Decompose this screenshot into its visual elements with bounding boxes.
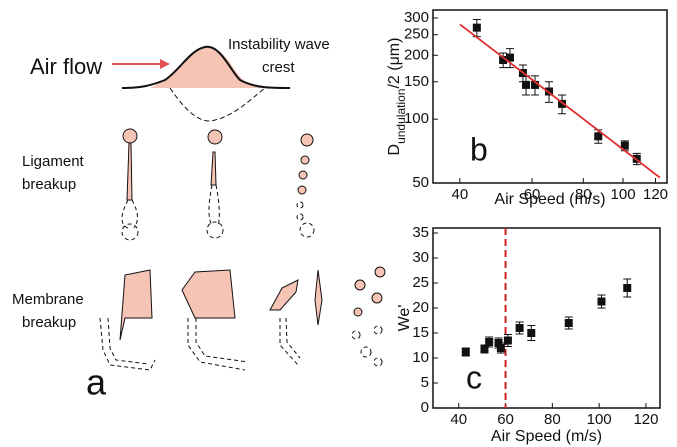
- y-tick-label: 25: [412, 274, 429, 291]
- wave: [121, 45, 291, 89]
- y-axis-label-part: We': [396, 305, 413, 332]
- x-tick-label: 60: [497, 411, 514, 428]
- data-point: [496, 344, 505, 352]
- x-tick-label: 40: [452, 186, 469, 203]
- x-axis-label: Air Speed (m/s): [494, 191, 605, 208]
- x-tick-label: 120: [633, 411, 658, 428]
- diagram-a: Air flow Instability wave crest Ligament…: [12, 36, 386, 403]
- ligament-label: Ligament: [22, 153, 85, 170]
- data-point: [515, 324, 524, 332]
- panel-label: a: [86, 362, 107, 403]
- data-point: [522, 80, 531, 89]
- fit-line: [459, 23, 661, 179]
- y-axis-label-part: /2 (μm): [386, 38, 403, 89]
- data-point: [597, 297, 606, 306]
- data-point: [545, 87, 554, 96]
- data-point: [503, 336, 512, 345]
- arrow-head: [160, 59, 170, 69]
- plot-frame: [432, 9, 668, 184]
- air-flow-label: Air flow: [30, 54, 102, 79]
- y-tick-label: 150: [404, 73, 429, 90]
- membrane-label: breakup: [22, 314, 76, 331]
- y-tick-label: 35: [412, 224, 429, 241]
- plot-frame: [432, 227, 661, 409]
- y-tick-label: 20: [412, 299, 429, 316]
- x-tick-label: 100: [611, 186, 636, 203]
- y-tick-label: 200: [404, 46, 429, 63]
- crest-label: Instability wave: [228, 36, 330, 53]
- data-point: [620, 141, 629, 150]
- data-point: [461, 348, 470, 356]
- data-point: [480, 345, 489, 353]
- x-tick-label: 60: [524, 186, 541, 203]
- data-point: [531, 80, 540, 89]
- data-point: [564, 319, 573, 327]
- y-axis-label: We': [396, 305, 413, 332]
- y-tick-label: 50: [412, 174, 429, 191]
- panel-label: b: [470, 131, 488, 167]
- membrane-label: Membrane: [12, 291, 84, 308]
- y-axis-label-part: undulation: [394, 89, 408, 144]
- y-tick-label: 300: [404, 9, 429, 26]
- data-point: [558, 99, 567, 108]
- y-axis-label: Dundulation/2 (μm): [386, 38, 408, 156]
- y-tick-label: 15: [412, 324, 429, 341]
- data-point: [594, 132, 603, 141]
- y-tick-label: 0: [421, 399, 429, 416]
- data-point: [623, 284, 632, 292]
- crest-label: crest: [262, 59, 295, 76]
- ligament-shapes: [119, 128, 386, 341]
- x-tick-label: 120: [643, 186, 668, 203]
- y-axis-label-part: D: [386, 144, 403, 156]
- x-tick-label: 40: [450, 411, 467, 428]
- x-tick-label: 100: [587, 411, 612, 428]
- y-tick-label: 10: [412, 349, 429, 366]
- dashed-outlines: [99, 184, 383, 371]
- wave-dashed: [169, 87, 266, 122]
- x-axis-label: Air Speed (m/s): [491, 428, 602, 445]
- data-point: [527, 329, 536, 337]
- y-tick-label: 30: [412, 249, 429, 266]
- x-tick-label: 80: [575, 186, 592, 203]
- ligament-label: breakup: [22, 176, 76, 193]
- y-tick-label: 250: [404, 26, 429, 43]
- data-point: [472, 23, 481, 32]
- panel-label: c: [466, 359, 482, 395]
- y-tick-label: 100: [404, 110, 429, 127]
- data-point: [505, 53, 514, 62]
- data-point: [485, 338, 494, 346]
- wave-fill: [150, 47, 265, 88]
- x-tick-label: 80: [544, 411, 561, 428]
- y-tick-label: 5: [421, 374, 429, 391]
- data-point: [499, 56, 508, 65]
